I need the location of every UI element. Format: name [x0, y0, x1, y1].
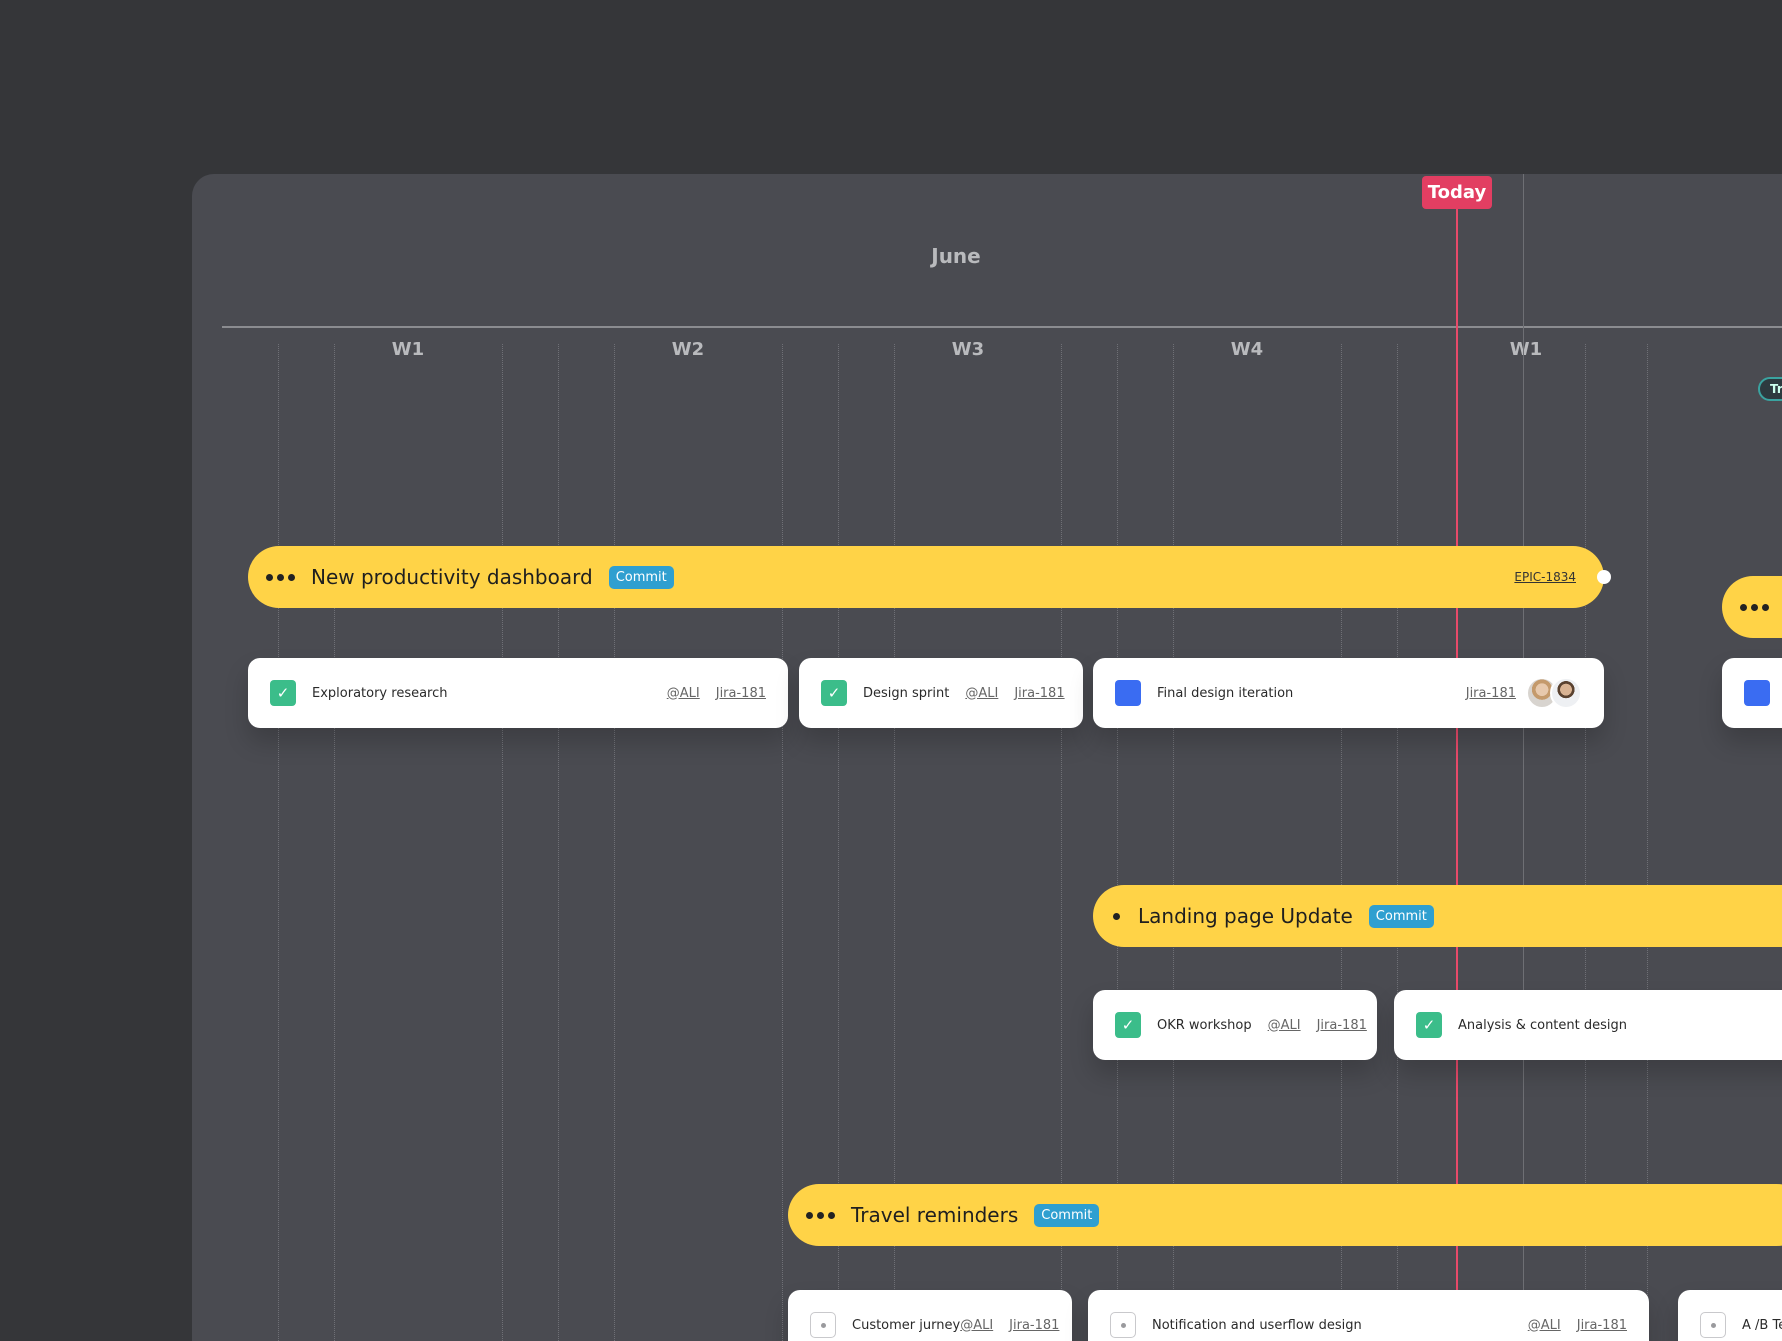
- week-label-w4: W4: [1230, 339, 1264, 360]
- grid-line: [894, 344, 895, 1341]
- grid-line: [334, 344, 335, 1341]
- assignee-link[interactable]: @ALI: [1527, 1317, 1561, 1333]
- commit-badge: Commit: [1034, 1203, 1100, 1227]
- checkbox-unchecked-icon[interactable]: [810, 1312, 836, 1338]
- checkbox-checked-icon[interactable]: ✓: [821, 680, 847, 706]
- epic-title: Travel reminders: [851, 1203, 1019, 1227]
- more-dots-icon[interactable]: [1740, 603, 1769, 611]
- week-label-w3: W3: [951, 339, 985, 360]
- more-dots-icon[interactable]: [266, 573, 295, 581]
- grid-line: [1117, 344, 1118, 1341]
- today-badge: Today: [1422, 176, 1492, 209]
- month-boundary-line: [1523, 174, 1524, 1341]
- ticket-link[interactable]: Jira-181: [1465, 685, 1516, 701]
- checkbox-unchecked-icon[interactable]: [1700, 1312, 1726, 1338]
- resize-handle[interactable]: [1597, 570, 1611, 584]
- assignee-link[interactable]: @ALI: [960, 1317, 994, 1333]
- checkbox-checked-icon[interactable]: ✓: [1115, 1012, 1141, 1038]
- month-label: June: [931, 244, 981, 268]
- roadmap-panel: June W1 W2 W3 W4 W1 Today Tr New product…: [192, 174, 1782, 1341]
- task-card[interactable]: Notification and userflow design @ALI Ji…: [1088, 1290, 1649, 1341]
- grid-line: [1647, 344, 1648, 1341]
- epic-bar-offscreen[interactable]: [1722, 576, 1782, 638]
- week-label-w1-next: W1: [1509, 339, 1543, 360]
- grid-line: [1585, 344, 1586, 1341]
- grid-line: [1341, 344, 1342, 1341]
- grid-line: [502, 344, 503, 1341]
- epic-title: Landing page Update: [1138, 904, 1353, 928]
- task-card[interactable]: A /B Te: [1678, 1290, 1782, 1341]
- task-label: Analysis & content design: [1458, 1017, 1627, 1033]
- task-card[interactable]: ✓ Design sprint @ALI Jira-181: [799, 658, 1083, 728]
- commit-badge: Commit: [1368, 904, 1434, 928]
- bullet-icon: [1113, 912, 1120, 920]
- epic-title: New productivity dashboard: [311, 565, 593, 589]
- grid-line: [1173, 344, 1174, 1341]
- task-label: Final design iteration: [1157, 685, 1294, 701]
- ticket-link[interactable]: Jira-181: [1014, 685, 1065, 701]
- task-card[interactable]: ✓ Analysis & content design: [1394, 990, 1782, 1060]
- ticket-link[interactable]: Jira-181: [1316, 1017, 1367, 1033]
- in-progress-status-icon[interactable]: [1744, 680, 1770, 706]
- timeline-axis: [222, 326, 1782, 328]
- grid-line: [838, 344, 839, 1341]
- today-marker-line: [1456, 194, 1458, 1341]
- avatar[interactable]: [1550, 677, 1582, 709]
- checkbox-checked-icon[interactable]: ✓: [1416, 1012, 1442, 1038]
- offscreen-pill[interactable]: Tr: [1758, 377, 1782, 401]
- week-label-w2: W2: [671, 339, 705, 360]
- checkbox-checked-icon[interactable]: ✓: [270, 680, 296, 706]
- task-label: Exploratory research: [312, 685, 448, 701]
- ticket-link[interactable]: Jira-181: [715, 685, 766, 701]
- ticket-link[interactable]: Jira-181: [1576, 1317, 1627, 1333]
- task-label: OKR workshop: [1157, 1017, 1252, 1033]
- assignee-link[interactable]: @ALI: [965, 685, 999, 701]
- task-card[interactable]: Customer jurney @ALI Jira-181: [788, 1290, 1072, 1341]
- week-label-w1: W1: [391, 339, 425, 360]
- task-card[interactable]: [1722, 658, 1782, 728]
- assignee-link[interactable]: @ALI: [666, 685, 700, 701]
- epic-bar-landing-page-update[interactable]: Landing page Update Commit: [1093, 885, 1782, 947]
- grid-line: [782, 344, 783, 1341]
- assignee-link[interactable]: @ALI: [1267, 1017, 1301, 1033]
- task-card[interactable]: Final design iteration Jira-181: [1093, 658, 1604, 728]
- checkbox-unchecked-icon[interactable]: [1110, 1312, 1136, 1338]
- epic-bar-travel-reminders[interactable]: Travel reminders Commit: [788, 1184, 1782, 1246]
- task-label: Customer jurney: [852, 1317, 961, 1333]
- task-label: Notification and userflow design: [1152, 1317, 1362, 1333]
- task-label: A /B Te: [1742, 1317, 1782, 1333]
- epic-bar-productivity-dashboard[interactable]: New productivity dashboard Commit EPIC-1…: [248, 546, 1611, 608]
- ticket-link[interactable]: Jira-181: [1009, 1317, 1060, 1333]
- in-progress-status-icon[interactable]: [1115, 680, 1141, 706]
- grid-line: [614, 344, 615, 1341]
- commit-badge: Commit: [608, 565, 674, 589]
- grid-line: [1061, 344, 1062, 1341]
- grid-line: [558, 344, 559, 1341]
- task-card[interactable]: ✓ Exploratory research @ALI Jira-181: [248, 658, 788, 728]
- task-card[interactable]: ✓ OKR workshop @ALI Jira-181: [1093, 990, 1377, 1060]
- more-dots-icon[interactable]: [806, 1211, 835, 1219]
- task-label: Design sprint: [863, 685, 950, 701]
- epic-ref-link[interactable]: EPIC-1834: [1514, 570, 1576, 584]
- grid-line: [278, 344, 279, 1341]
- grid-line: [1397, 344, 1398, 1341]
